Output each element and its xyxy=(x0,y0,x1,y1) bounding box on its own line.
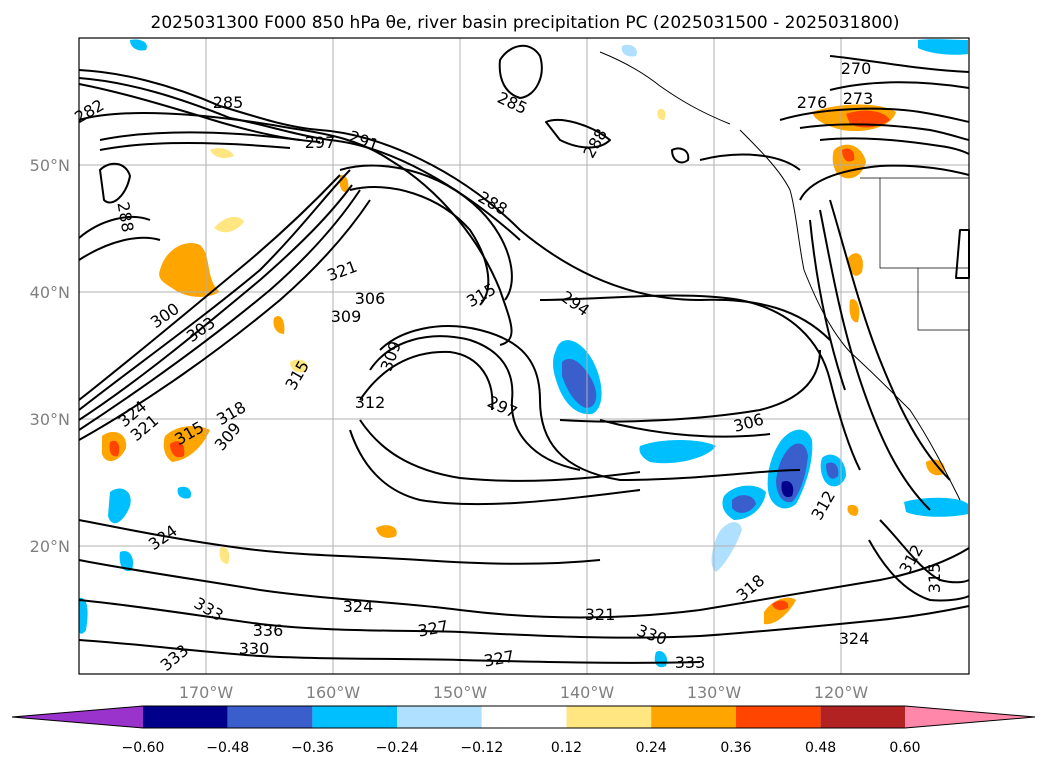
contour-label: 333 xyxy=(675,653,706,672)
lon-label-170w: 170°W xyxy=(179,683,234,702)
lat-label-30n: 30°N xyxy=(30,410,70,429)
map-frame xyxy=(78,37,970,675)
colorbar-tick-label: −0.36 xyxy=(291,740,334,756)
colorbar-segment xyxy=(143,706,228,728)
lon-label-140w: 140°W xyxy=(560,683,615,702)
colorbar-tick-label: 0.48 xyxy=(805,740,836,756)
colorbar-segment xyxy=(566,706,652,728)
colorbar-tick-label: −0.60 xyxy=(122,740,165,756)
colorbar-extend-low xyxy=(12,706,143,728)
theta-e-contours xyxy=(78,45,970,664)
lat-label-20n: 20°N xyxy=(30,537,70,556)
colorbar-tick-label: 0.36 xyxy=(720,740,751,756)
colorbar-segment xyxy=(312,706,398,728)
lon-label-120w: 120°W xyxy=(814,683,869,702)
colorbar-tick-label: −0.24 xyxy=(376,740,419,756)
colorbar-segment xyxy=(651,706,736,728)
contour-label: 336 xyxy=(253,621,284,640)
colorbar-segment xyxy=(227,706,313,728)
colorbar-segment xyxy=(820,706,905,728)
colorbar-segment xyxy=(481,706,567,728)
contour-label: 273 xyxy=(843,89,874,108)
contour-label: 324 xyxy=(343,597,374,616)
lat-label-40n: 40°N xyxy=(30,283,70,302)
contour-label: 315 xyxy=(925,563,944,594)
contour-label: 330 xyxy=(239,639,270,658)
colorbar-tick-label: −0.12 xyxy=(460,740,503,756)
lon-label-130w: 130°W xyxy=(687,683,742,702)
contour-label: 324 xyxy=(839,629,870,648)
contour-label: 297 xyxy=(305,133,336,152)
colorbar-segment xyxy=(397,706,482,728)
colorbar-segment xyxy=(735,706,821,728)
contour-label: 309 xyxy=(331,307,362,326)
longitude-labels: 170°W 160°W 150°W 140°W 130°W 120°W xyxy=(179,683,869,702)
colorbar-extend-high xyxy=(905,706,1035,728)
contour-label: 312 xyxy=(355,393,386,412)
coastline xyxy=(599,51,969,501)
latitude-labels: 50°N 40°N 30°N 20°N xyxy=(30,156,70,556)
contour-label: 321 xyxy=(585,605,616,624)
contour-label: 276 xyxy=(797,93,828,112)
contour-label: 285 xyxy=(213,93,244,112)
contour-label: 270 xyxy=(841,59,872,78)
colorbar-tick-label: −0.48 xyxy=(206,740,249,756)
colorbar-tick-label: 0.12 xyxy=(551,740,582,756)
figure-title: 2025031300 F000 850 hPa θe, river basin … xyxy=(151,13,900,33)
colorbar-tick-label: 0.60 xyxy=(889,740,920,756)
colorbar-tick-label: 0.24 xyxy=(636,740,667,756)
contour-label: 306 xyxy=(355,289,386,308)
colorbar: −0.60 −0.48 −0.36 −0.24 −0.12 0.12 0.24 … xyxy=(11,705,1036,756)
map-panel: 282 285 285 288 288 288 270 276 273 297 … xyxy=(71,37,970,675)
lon-label-160w: 160°W xyxy=(306,683,361,702)
lat-label-50n: 50°N xyxy=(30,156,70,175)
lon-label-150w: 150°W xyxy=(433,683,488,702)
colorbar-outline xyxy=(11,705,1036,729)
